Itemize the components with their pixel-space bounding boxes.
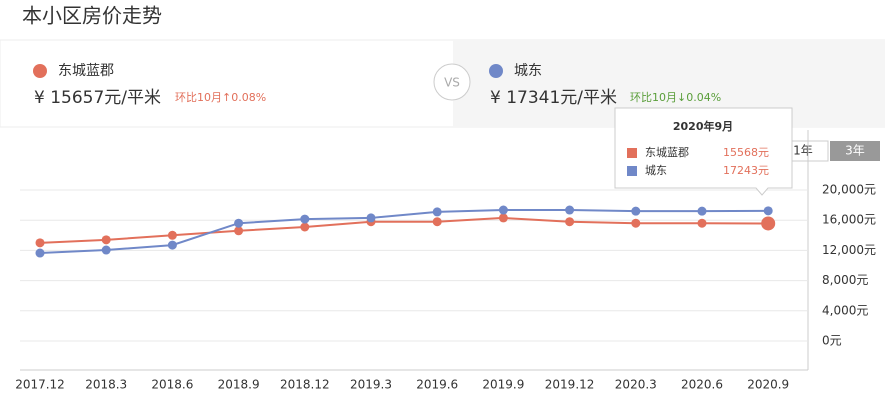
page-title: 本小区房价走势 [22,4,162,28]
x-tick-label: 2019.9 [482,378,524,392]
data-point [432,217,442,227]
x-tick-label: 2020.6 [681,378,723,392]
series-line [39,209,769,255]
data-point [697,218,707,228]
data-point [234,218,244,228]
button-1y-label[interactable]: 1年 [793,144,813,158]
data-point [35,238,45,248]
tooltip-box [614,107,793,196]
data-point [697,206,707,216]
data-point [300,222,310,232]
right-change: 环比10月↓0.04% [630,91,721,104]
data-point [631,206,641,216]
right-price: ¥ 17341元/平米 [490,88,617,108]
data-point [565,205,575,215]
vs-circle [433,63,471,101]
tooltip-swatch [627,148,637,158]
right-name: 城东 [514,63,542,79]
data-point [300,214,310,224]
y-tick-label: 0元 [822,334,842,348]
x-tick-label: 2019.3 [350,378,392,392]
x-tick-label: 2018.12 [280,378,330,392]
x-tick-label: 2020.9 [747,378,789,392]
tooltip: 2020年9月 东城蓝郡 15568元 城东 17243元 [614,107,793,196]
button-3y-label[interactable]: 3年 [845,144,865,158]
data-point [631,218,641,228]
x-tick-label: 2020.3 [615,378,657,392]
series-line [39,216,769,244]
data-point [101,235,111,245]
y-tick-label: 16,000元 [822,213,876,227]
left-change: 环比10月↑0.08% [175,91,266,104]
x-tick-label: 2019.12 [545,378,595,392]
y-tick-label: 12,000元 [822,243,876,257]
y-tick-label: 8,000元 [822,273,868,287]
data-point [35,248,45,258]
data-point [565,217,575,227]
vs-label: VS [444,76,460,90]
data-point [763,206,773,216]
tooltip-title: 2020年9月 [673,119,733,133]
tooltip-swatch [627,166,637,176]
tooltip-value: 17243元 [723,164,769,177]
button-3y[interactable] [830,141,880,161]
data-point [101,245,111,255]
left-price: ¥ 15657元/平米 [34,88,161,108]
data-point [167,240,177,250]
data-point [432,207,442,217]
left-dot [33,64,47,78]
tooltip-name: 城东 [645,164,667,177]
data-point [234,226,244,236]
plot: 0元 4,000元 8,000元 12,000元 16,000元 20,000元 2017.… [15,183,876,392]
left-name: 东城蓝郡 [58,63,114,79]
tooltip-value: 15568元 [723,146,769,159]
data-point [498,205,508,215]
x-tick-label: 2018.6 [151,378,193,392]
x-tick-label: 2018.9 [218,378,260,392]
x-tick-label: 2019.6 [416,378,458,392]
right-dot [489,64,503,78]
data-point [761,216,776,231]
x-tick-label: 2017.12 [15,378,65,392]
tooltip-name: 东城蓝郡 [645,146,689,159]
data-point [366,213,376,223]
y-tick-label: 20,000元 [822,183,876,197]
data-point [498,213,508,223]
x-tick-label: 2018.3 [85,378,127,392]
data-point [167,230,177,240]
y-tick-label: 4,000元 [822,303,868,317]
